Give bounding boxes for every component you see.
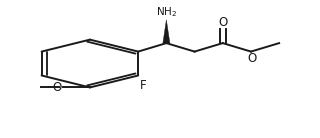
- Text: F: F: [140, 79, 147, 92]
- Text: O: O: [52, 81, 61, 94]
- Polygon shape: [163, 20, 170, 43]
- Text: O: O: [247, 52, 256, 65]
- Text: O: O: [218, 16, 228, 29]
- Text: NH$_2$: NH$_2$: [156, 5, 177, 19]
